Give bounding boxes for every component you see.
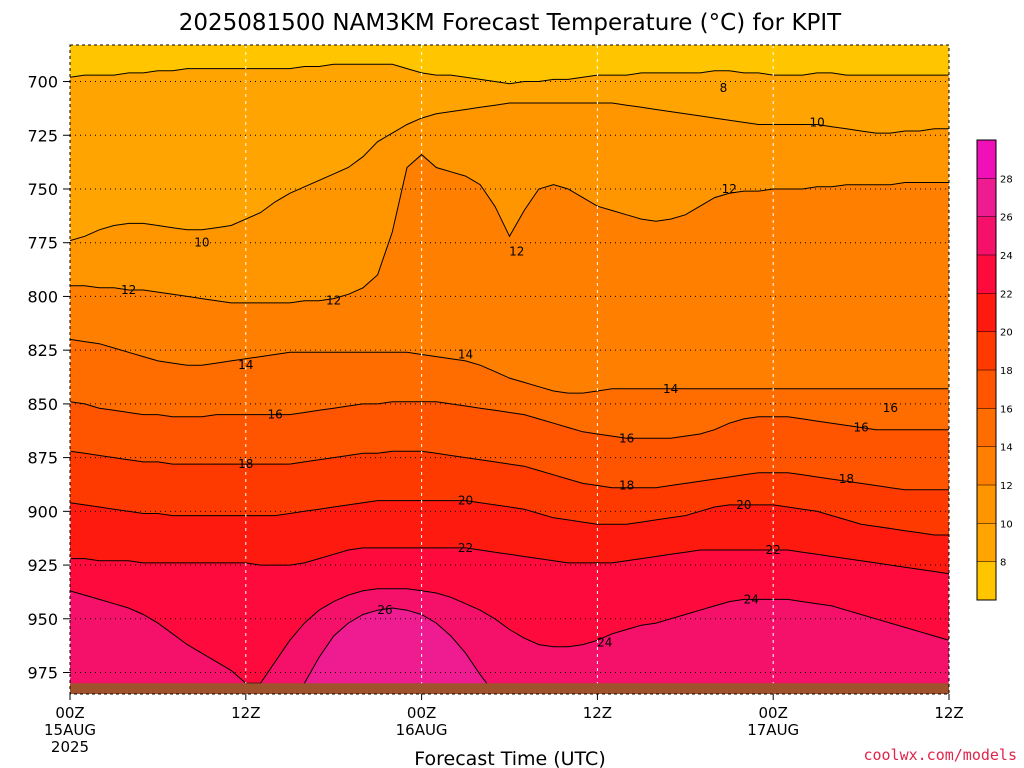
contour-lines (70, 63, 949, 694)
isotherm-label-14: 14 (663, 382, 678, 396)
isotherm-label-12: 12 (509, 244, 524, 258)
colorbar-swatch (977, 293, 996, 333)
credit-link[interactable]: coolwx.com/models (863, 746, 1017, 764)
x-tick-label: 12Z (231, 704, 260, 722)
y-tick-label: 875 (27, 449, 58, 468)
x-tick-label: 16AUG (396, 721, 448, 739)
isotherm-label-16: 16 (883, 401, 898, 415)
isotherm-8 (70, 63, 949, 85)
isotherm-label-16: 16 (619, 431, 634, 445)
colorbar-tick-label: 22 (1000, 289, 1013, 300)
y-tick-label: 850 (27, 395, 58, 414)
isotherm-label-10: 10 (810, 115, 825, 129)
colorbar-swatch (977, 216, 996, 256)
x-axis-label: Forecast Time (UTC) (414, 748, 605, 768)
isotherm-label-20: 20 (458, 494, 473, 508)
colorbar-swatch (977, 408, 996, 448)
isotherm-label-10: 10 (194, 236, 209, 250)
isotherm-20 (70, 500, 949, 536)
y-axis: 700 725 750 775 800 825 850 875 900 925 950 975 (27, 73, 70, 683)
isotherm-label-14: 14 (238, 358, 253, 372)
isotherm-label-22: 22 (766, 543, 781, 557)
colorbar-tick-label: 12 (1000, 481, 1013, 492)
colorbar-tick-label: 18 (1000, 366, 1013, 377)
isotherm-label-22: 22 (458, 541, 473, 555)
colorbar-swatch (977, 255, 996, 294)
isotherm-label-14: 14 (458, 347, 473, 361)
isotherm-label-26: 26 (377, 603, 392, 617)
y-tick-label: 750 (27, 180, 58, 199)
isotherm-label-24: 24 (597, 635, 612, 649)
x-tick-label: 00Z (407, 704, 436, 722)
x-tick-label: 2025 (51, 738, 89, 756)
y-tick-label: 800 (27, 287, 58, 306)
isotherm-label-8: 8 (720, 81, 728, 95)
colorbar-tick-label: 10 (1000, 519, 1013, 530)
x-tick-label: 15AUG (44, 721, 96, 739)
contour-fills (70, 45, 949, 694)
y-tick-label: 825 (27, 341, 58, 360)
y-tick-label: 950 (27, 610, 58, 629)
colorbar-swatch (977, 523, 996, 563)
chart-title: 2025081500 NAM3KM Forecast Temperature (… (179, 10, 842, 36)
y-tick-label: 925 (27, 556, 58, 575)
colorbar-swatch (977, 331, 996, 371)
surface-terrain (70, 683, 949, 694)
band-above-24 (70, 588, 949, 694)
colorbar-tick-label: 8 (1000, 558, 1006, 569)
colorbar-tick-label: 14 (1000, 443, 1013, 454)
y-tick-label: 775 (27, 234, 58, 253)
isotherm-22 (70, 547, 949, 575)
colorbar-tick-label: 26 (1000, 213, 1013, 224)
isotherm-label-12: 12 (722, 182, 737, 196)
contour-labels: 8 10 10 12 12 12 12 14 14 14 16 16 16 16 18 18 18 20 20 22 2… (121, 81, 898, 649)
colorbar-swatch (977, 370, 996, 409)
x-tick-label: 12Z (934, 704, 963, 722)
colorbar-swatch (977, 140, 996, 179)
isotherm-24 (70, 588, 949, 684)
isotherm-10 (70, 102, 949, 242)
isotherm-label-18: 18 (238, 457, 253, 471)
plot-frame (69, 44, 950, 695)
y-tick-label: 725 (27, 126, 58, 145)
x-tick-label: 17AUG (747, 721, 799, 739)
colorbar-tick-label: 28 (1000, 174, 1013, 185)
isotherm-label-18: 18 (619, 479, 634, 493)
colorbar-tick-label: 24 (1000, 251, 1013, 262)
y-tick-label: 900 (27, 502, 58, 521)
colorbar-swatch (977, 485, 996, 524)
isotherm-18 (70, 450, 949, 491)
isotherm-label-12: 12 (326, 294, 341, 308)
isotherm-16 (70, 401, 949, 439)
x-tick-label: 12Z (583, 704, 612, 722)
colorbar: 8 10 12 14 16 18 20 22 24 26 28 (976, 139, 1013, 601)
colorbar-tick-label: 20 (1000, 328, 1013, 339)
surface-below-ground (70, 683, 949, 694)
isotherm-label-16: 16 (853, 421, 868, 435)
x-tick-label: 00Z (759, 704, 788, 722)
colorbar-tick-label: 16 (1000, 404, 1013, 415)
colorbar-swatch (977, 561, 996, 601)
isotherm-label-18: 18 (839, 472, 854, 486)
y-tick-label: 700 (27, 73, 58, 92)
x-tick-label: 00Z (55, 704, 84, 722)
isotherm-label-20: 20 (736, 498, 751, 512)
isotherm-label-24: 24 (744, 592, 759, 606)
isotherm-label-16: 16 (267, 408, 282, 422)
isotherm-label-12: 12 (121, 283, 136, 297)
isotherm-14 (70, 338, 949, 394)
colorbar-swatch (977, 446, 996, 486)
colorbar-swatch (977, 178, 996, 218)
y-tick-label: 975 (27, 664, 58, 683)
isotherm-12 (70, 153, 949, 304)
